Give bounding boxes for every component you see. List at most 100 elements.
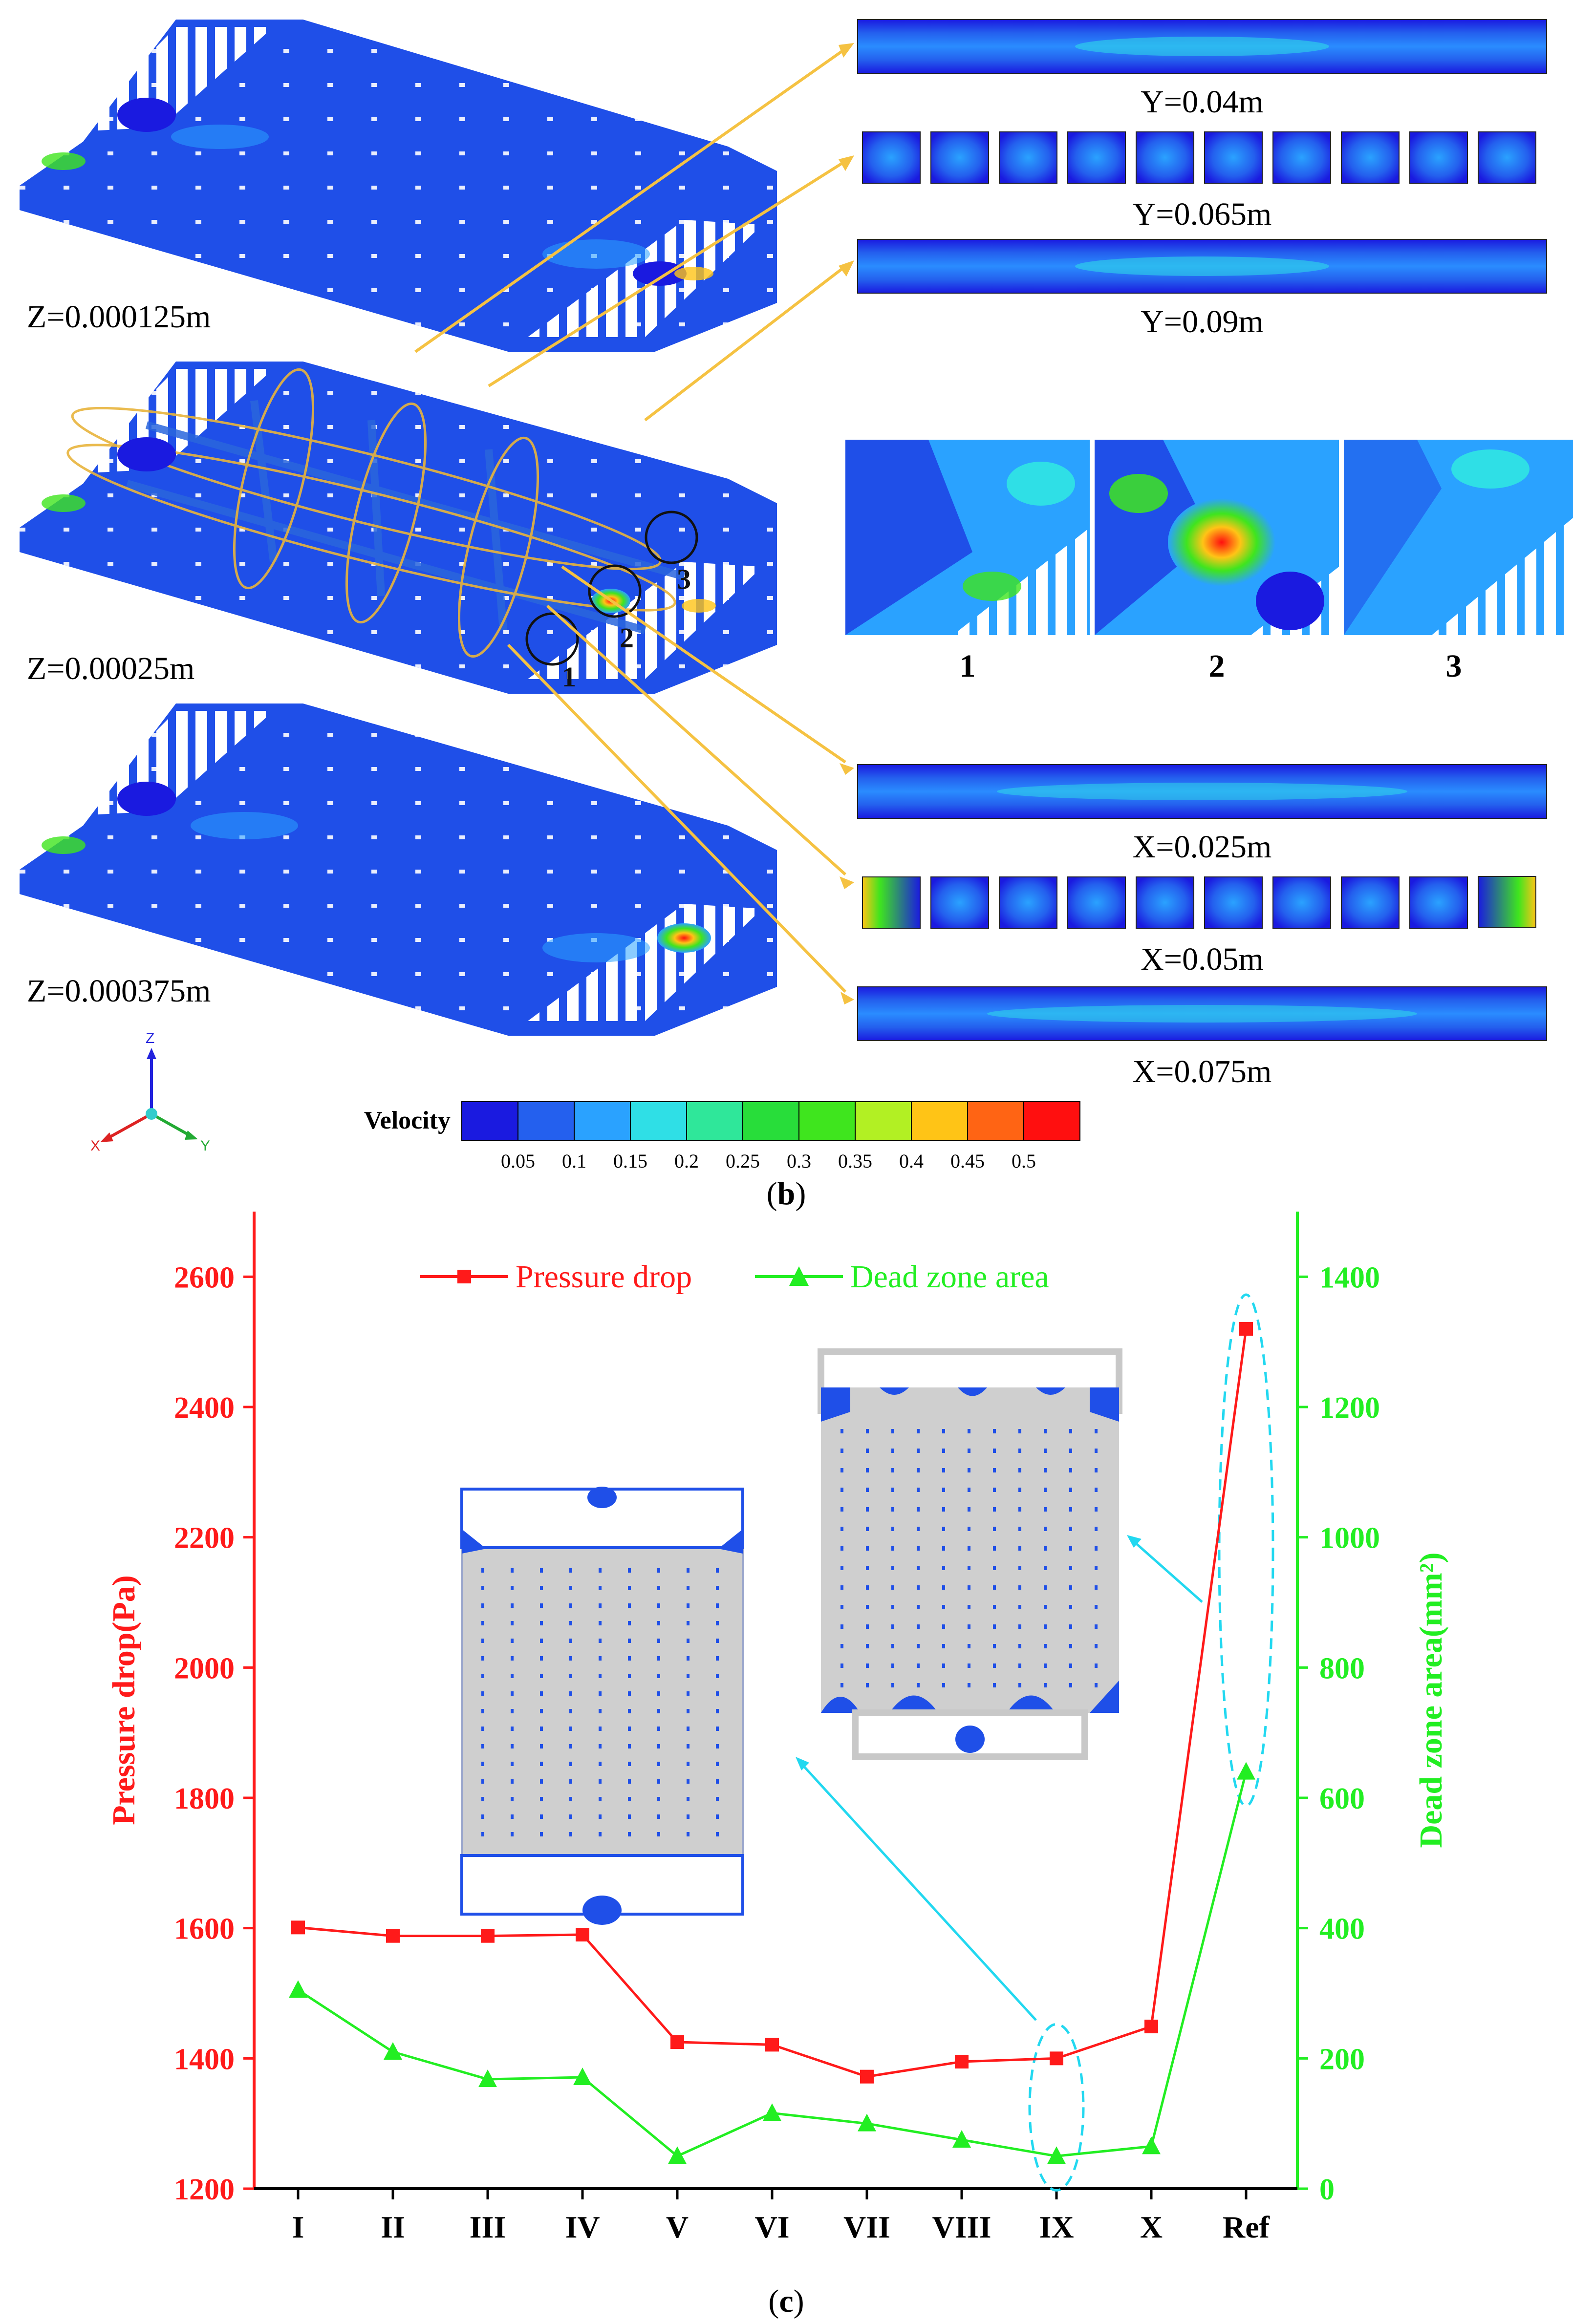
pressure-point	[955, 2055, 969, 2068]
x-tick-label: X	[1140, 2210, 1163, 2244]
inset-hole	[1069, 1546, 1072, 1551]
inset-hole	[993, 1624, 996, 1629]
inset-hole	[481, 1656, 484, 1661]
right-tick-label: 1000	[1319, 1522, 1380, 1555]
inset-hole	[716, 1727, 719, 1731]
x-tick-label: VIII	[932, 2210, 991, 2244]
y-section-cell	[1136, 131, 1194, 184]
inset-hole	[1095, 1683, 1098, 1687]
inset-hole	[540, 1586, 543, 1590]
x-section-cell	[1272, 876, 1331, 929]
inset-hole	[1069, 1429, 1072, 1433]
inset-hole	[993, 1644, 996, 1648]
y-section-cell	[999, 131, 1057, 184]
x-label-1: X=0.025m	[1133, 829, 1272, 865]
inset-hole	[687, 1621, 690, 1625]
inset-hole	[628, 1762, 631, 1766]
inset-hole	[993, 1605, 996, 1609]
left-tick-label: 1600	[174, 1913, 235, 1946]
inset-hole	[628, 1691, 631, 1696]
inset-hole	[540, 1674, 543, 1678]
deadzone-point	[763, 2103, 781, 2121]
x-tick-label: III	[470, 2210, 506, 2244]
inset-hole	[1044, 1566, 1047, 1570]
inset-hole	[840, 1468, 843, 1472]
inset-hole	[540, 1744, 543, 1748]
inset-hole	[993, 1683, 996, 1687]
inset-hole	[993, 1449, 996, 1453]
axes-triad: Z X Y	[90, 1030, 210, 1154]
pressure-point	[386, 1929, 400, 1943]
inset-hole	[657, 1779, 660, 1784]
inset-hole	[628, 1621, 631, 1625]
deadzone-point	[478, 2069, 497, 2087]
inset-hole	[891, 1566, 894, 1570]
zoom-panel-3	[1344, 440, 1573, 635]
inset-hole	[481, 1691, 484, 1696]
inset-hole	[599, 1603, 602, 1608]
x-tick-label: I	[292, 2210, 304, 2244]
inset-hole	[657, 1639, 660, 1643]
inset-hole	[716, 1586, 719, 1590]
inset-hole	[840, 1663, 843, 1668]
inset-hole	[1095, 1507, 1098, 1512]
inset-hole	[891, 1663, 894, 1668]
inset-hole	[511, 1639, 514, 1643]
inset-hole	[917, 1683, 920, 1687]
inset-hole	[1044, 1507, 1047, 1512]
z-label-1: Z=0.000125m	[27, 299, 211, 335]
inset-hole	[569, 1814, 572, 1819]
inset-hole	[511, 1727, 514, 1731]
right-tick-label: 600	[1319, 1782, 1365, 1815]
inset-hole	[599, 1832, 602, 1836]
z-label-3: Z=0.000375m	[27, 973, 211, 1009]
inset-hole	[840, 1507, 843, 1512]
inset-hole	[1044, 1449, 1047, 1453]
inset-hole	[993, 1527, 996, 1531]
colorbar-tick: 0.3	[787, 1150, 811, 1172]
inset-hole	[866, 1488, 869, 1492]
inset-hole	[866, 1683, 869, 1687]
inset-hole	[628, 1674, 631, 1678]
inset-hole	[1069, 1644, 1072, 1648]
colorbar-tick: 0.05	[501, 1150, 535, 1172]
inset-hole	[687, 1691, 690, 1696]
y-section-3	[857, 239, 1547, 294]
inset-hole	[993, 1488, 996, 1492]
inset-hole	[511, 1797, 514, 1801]
inset-hole	[540, 1568, 543, 1573]
inset-hole	[917, 1663, 920, 1668]
inset-hole	[1018, 1585, 1021, 1590]
colorbar-cell	[798, 1101, 856, 1141]
series-line-deadzone	[297, 1771, 1248, 2158]
inset-hole	[840, 1449, 843, 1453]
inset-hole	[968, 1449, 970, 1453]
deadzone-point	[1047, 2146, 1066, 2164]
inset-hole	[942, 1449, 945, 1453]
colorbar-cell	[461, 1101, 518, 1141]
inset-hole	[1095, 1468, 1098, 1472]
inset-hole	[599, 1779, 602, 1784]
inset-hole	[569, 1656, 572, 1661]
inset-hole	[1095, 1429, 1098, 1433]
inset-hole	[1095, 1566, 1098, 1570]
x-section-cell	[862, 876, 921, 929]
colorbar-cell	[517, 1101, 575, 1141]
highlight-ellipse	[1218, 1293, 1274, 1808]
marker-1: 1	[562, 661, 576, 693]
pressure-point	[1050, 2051, 1063, 2066]
inset-hole	[917, 1468, 920, 1472]
inset-hole	[481, 1639, 484, 1643]
inset-hole	[657, 1691, 660, 1696]
inset-hole	[540, 1814, 543, 1819]
inset-hole	[569, 1691, 572, 1696]
y-label-2: Y=0.065m	[1133, 196, 1272, 232]
right-tick-label: 200	[1319, 2043, 1365, 2076]
y-section-cell	[1272, 131, 1331, 184]
inset-hole	[599, 1674, 602, 1678]
inset-hole	[968, 1488, 970, 1492]
inset-hole	[1044, 1468, 1047, 1472]
inset-hole	[866, 1663, 869, 1668]
zoom-label-1: 1	[960, 648, 976, 684]
inset-hole	[599, 1639, 602, 1643]
